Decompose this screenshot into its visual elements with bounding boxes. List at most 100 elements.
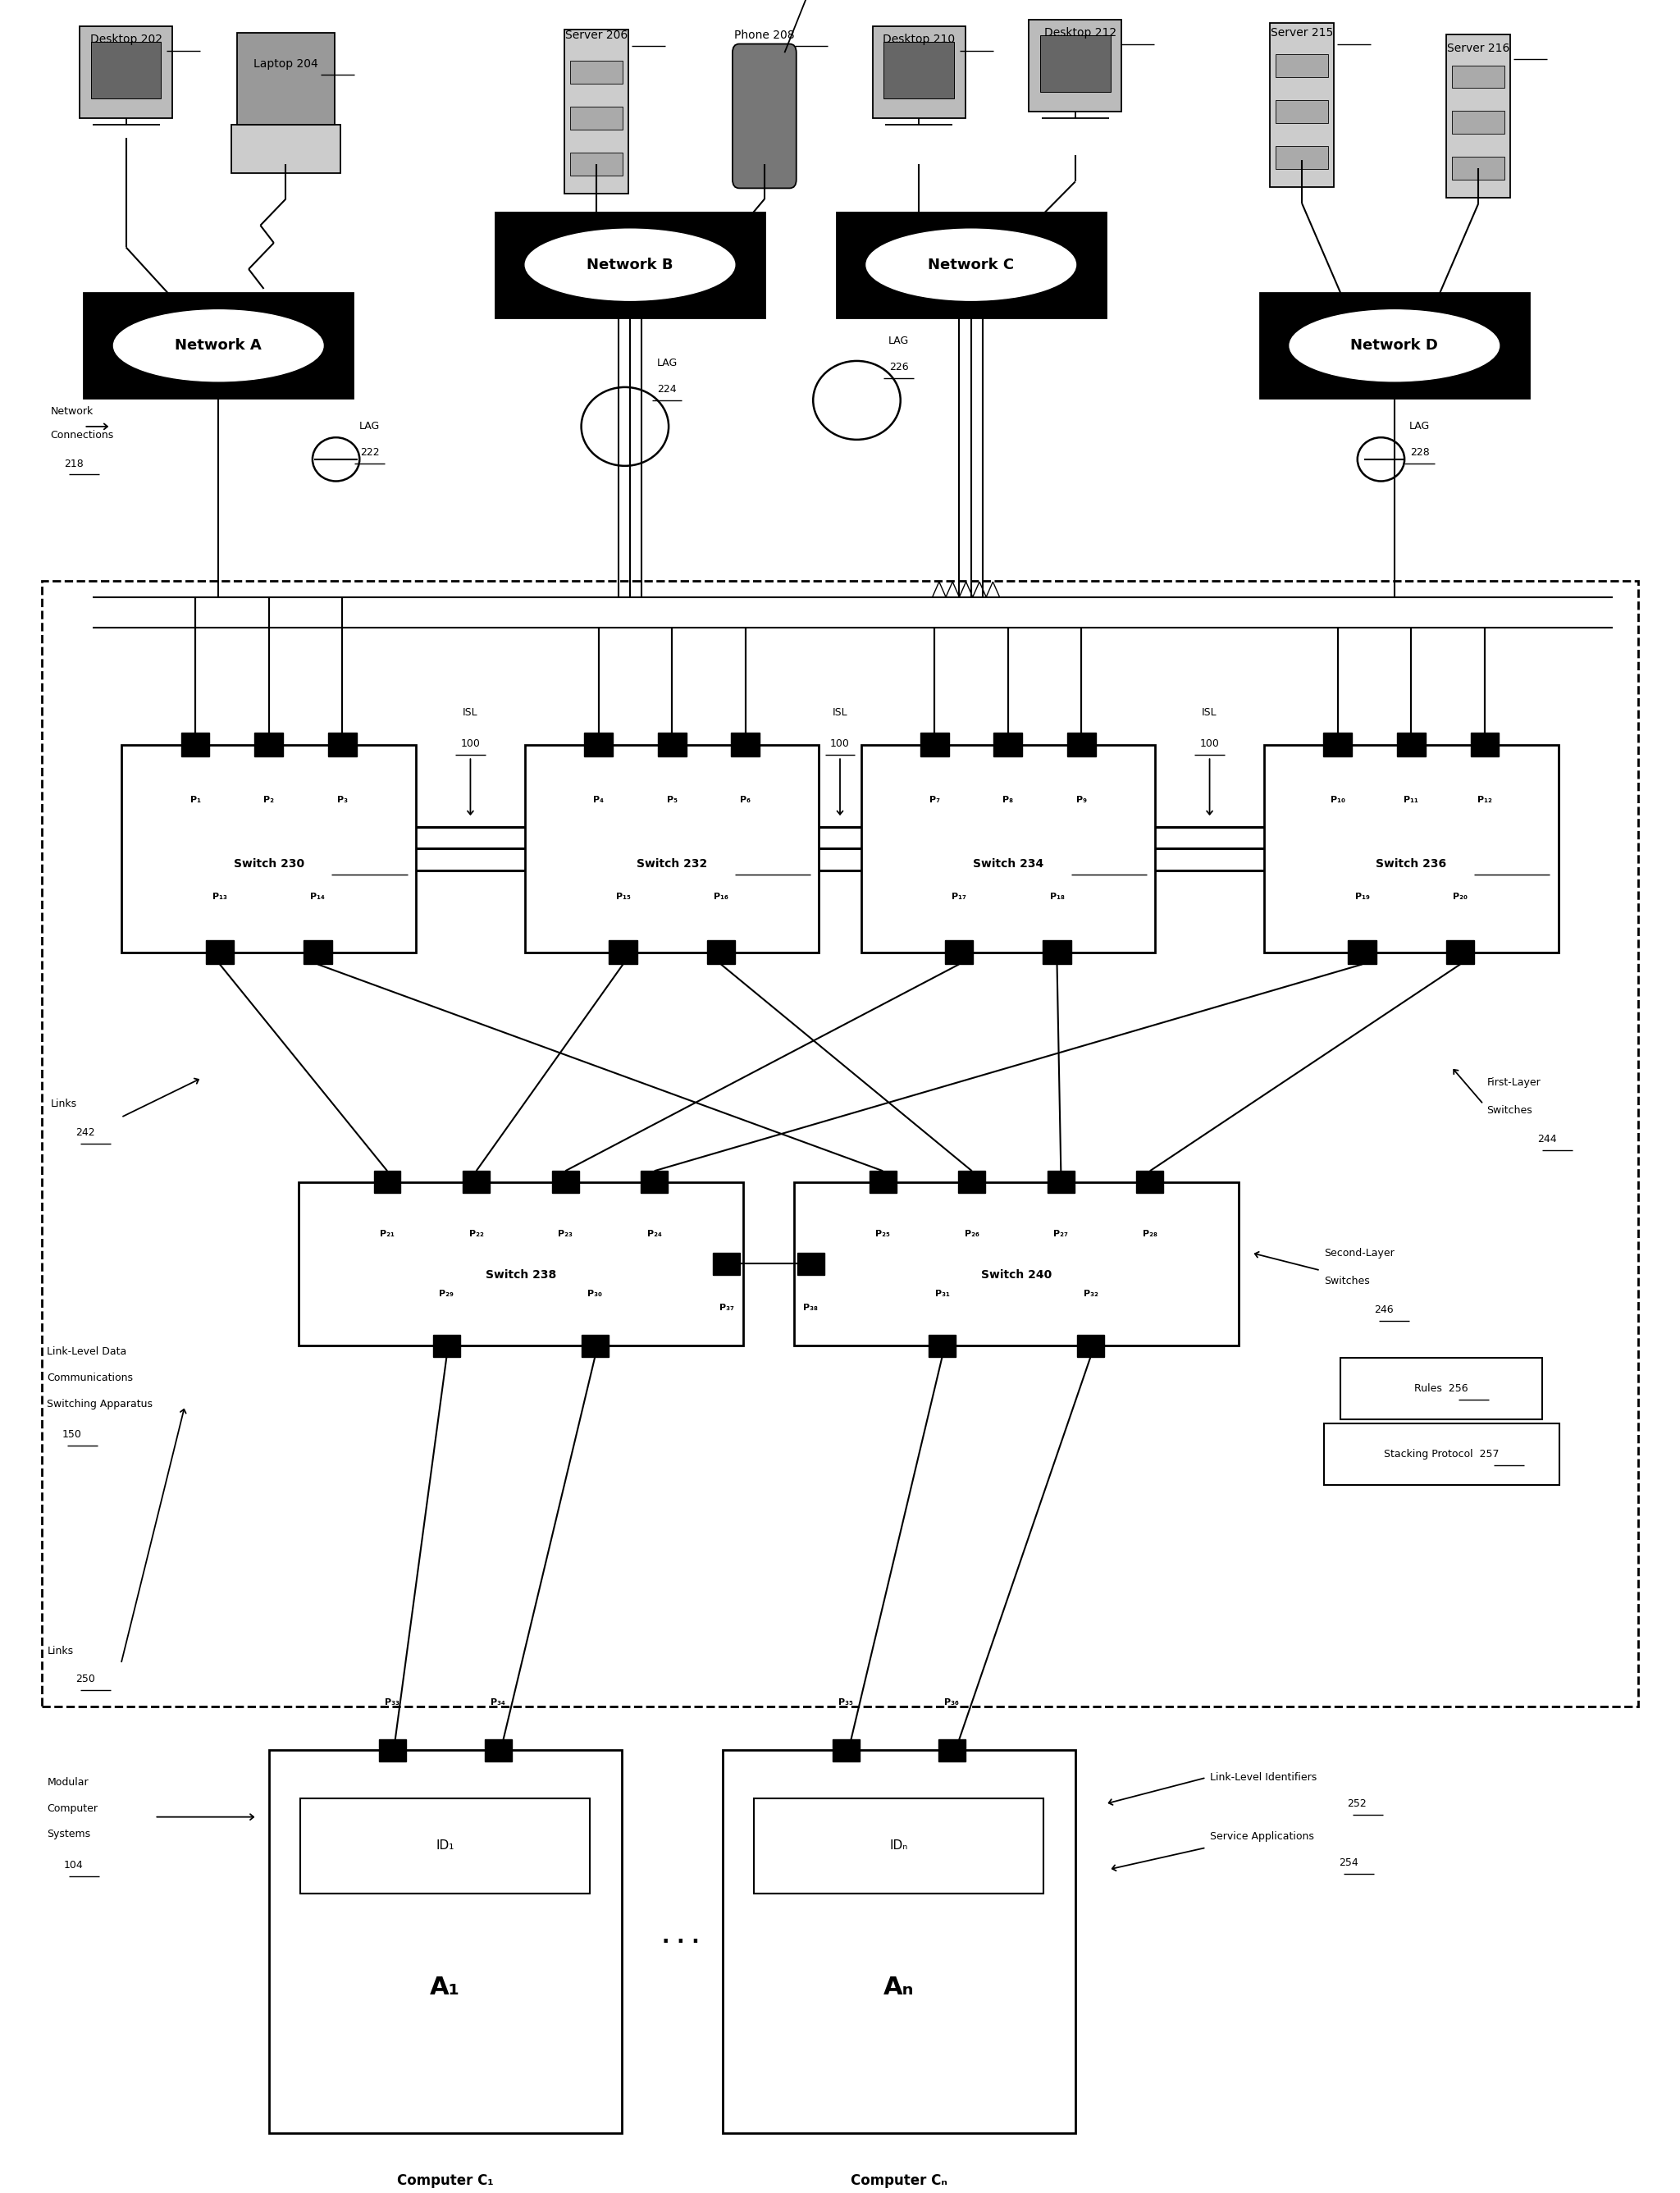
Text: First-Layer: First-Layer — [1487, 1077, 1541, 1088]
Bar — [123, 746, 417, 952]
Text: P₇: P₇ — [929, 796, 939, 805]
Text: LAG: LAG — [889, 336, 909, 346]
Bar — [269, 1750, 622, 2134]
Text: 100: 100 — [830, 739, 850, 748]
Ellipse shape — [867, 228, 1075, 300]
Text: Computer C₁: Computer C₁ — [396, 2173, 494, 2189]
Bar — [929, 1336, 956, 1357]
Text: Computer: Computer — [47, 1803, 97, 1814]
Text: Server 215: Server 215 — [1270, 26, 1334, 39]
Text: P₂₄: P₂₄ — [647, 1230, 662, 1239]
Text: P₂₁: P₂₁ — [380, 1230, 395, 1239]
Text: 228: 228 — [1410, 447, 1430, 458]
Bar — [255, 732, 282, 757]
Text: 218: 218 — [64, 458, 84, 469]
Text: Laptop 204: Laptop 204 — [254, 57, 318, 70]
Bar — [496, 213, 764, 318]
Bar — [570, 107, 623, 129]
Bar — [1275, 101, 1329, 123]
Text: P₃₅: P₃₅ — [838, 1697, 853, 1706]
Text: Switch 238: Switch 238 — [486, 1270, 556, 1281]
Text: P₂₈: P₂₈ — [1142, 1230, 1158, 1239]
Bar — [1452, 112, 1505, 134]
Text: 100: 100 — [1200, 739, 1220, 748]
Text: P₁₅: P₁₅ — [615, 893, 630, 901]
Text: P₂₉: P₂₉ — [438, 1289, 454, 1298]
Text: Network B: Network B — [586, 257, 674, 272]
Text: 222: 222 — [360, 447, 380, 458]
Text: Switch 232: Switch 232 — [637, 857, 707, 868]
Text: 252: 252 — [1347, 1798, 1368, 1809]
Text: P₁₇: P₁₇ — [951, 893, 966, 901]
Text: P₃₁: P₃₁ — [934, 1289, 949, 1298]
Bar — [958, 1171, 984, 1193]
Bar — [796, 1252, 823, 1274]
Bar — [524, 746, 820, 952]
Bar — [608, 941, 637, 965]
Text: Link-Level Data: Link-Level Data — [47, 1347, 126, 1357]
Text: P₃₇: P₃₇ — [719, 1303, 734, 1311]
Bar — [1452, 66, 1505, 88]
Bar — [1347, 941, 1376, 965]
Text: Service Applications: Service Applications — [1210, 1831, 1314, 1842]
Bar — [1048, 1171, 1075, 1193]
Bar — [205, 941, 234, 965]
Bar — [642, 1171, 669, 1193]
Text: A₁: A₁ — [430, 1976, 460, 2000]
Text: · · ·: · · · — [662, 1932, 699, 1952]
Text: ISL: ISL — [462, 708, 479, 719]
Text: 224: 224 — [657, 384, 677, 395]
Text: Links: Links — [47, 1645, 74, 1656]
Bar — [237, 33, 334, 125]
Text: ISL: ISL — [832, 708, 848, 719]
Bar — [722, 1750, 1075, 2134]
Text: Desktop 210: Desktop 210 — [882, 33, 956, 46]
Bar — [874, 26, 966, 118]
Text: Communications: Communications — [47, 1373, 133, 1384]
Bar — [1028, 20, 1122, 112]
Text: P₁₁: P₁₁ — [1404, 796, 1418, 805]
Bar — [995, 732, 1021, 757]
Text: 254: 254 — [1339, 1857, 1359, 1868]
Bar — [585, 732, 613, 757]
Text: Server 206: Server 206 — [564, 29, 628, 42]
Bar — [884, 42, 954, 99]
Text: P₁₃: P₁₃ — [212, 893, 227, 901]
Bar — [91, 42, 161, 99]
Text: P₁: P₁ — [190, 796, 200, 805]
Text: Switch 234: Switch 234 — [973, 857, 1043, 868]
Text: Switches: Switches — [1487, 1105, 1532, 1116]
Bar — [81, 26, 173, 118]
Bar — [833, 1739, 860, 1761]
Text: Desktop 212: Desktop 212 — [1043, 26, 1117, 39]
Text: 100: 100 — [460, 739, 480, 748]
Bar — [1136, 1171, 1163, 1193]
Bar — [1446, 35, 1510, 197]
Text: Modular: Modular — [47, 1776, 89, 1787]
Text: 150: 150 — [62, 1430, 82, 1441]
Bar — [659, 732, 687, 757]
Text: LAG: LAG — [657, 357, 677, 368]
Bar — [870, 1171, 897, 1193]
Text: 246: 246 — [1374, 1305, 1394, 1316]
Text: P₉: P₉ — [1077, 796, 1087, 805]
Text: LAG: LAG — [360, 421, 380, 432]
Text: Network C: Network C — [927, 257, 1015, 272]
Text: P₅: P₅ — [667, 796, 677, 805]
Text: Network: Network — [50, 406, 94, 417]
Text: P₃₂: P₃₂ — [1084, 1289, 1099, 1298]
Text: P₃₃: P₃₃ — [385, 1697, 400, 1706]
Bar — [707, 941, 736, 965]
Bar — [1341, 1357, 1542, 1419]
Bar — [1270, 24, 1334, 186]
Text: ISL: ISL — [1201, 708, 1218, 719]
Text: P₄: P₄ — [593, 796, 603, 805]
Text: P₁₂: P₁₂ — [1477, 796, 1492, 805]
Text: Rules  256: Rules 256 — [1415, 1384, 1468, 1395]
Text: Network D: Network D — [1351, 338, 1438, 353]
Bar — [1077, 1336, 1104, 1357]
Text: Aₙ: Aₙ — [884, 1976, 914, 2000]
Text: LAG: LAG — [1410, 421, 1430, 432]
Text: P₃₀: P₃₀ — [588, 1289, 603, 1298]
Text: P₃₄: P₃₄ — [491, 1697, 506, 1706]
